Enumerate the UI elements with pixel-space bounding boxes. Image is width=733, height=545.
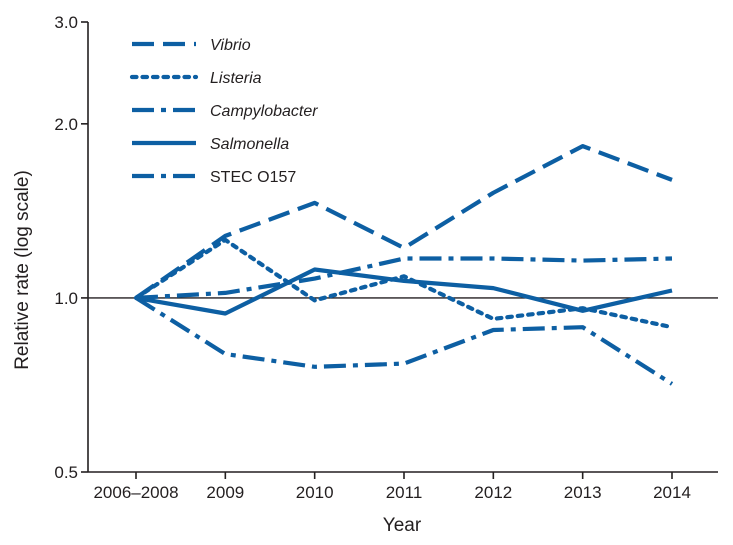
x-tick-label: 2013	[564, 483, 602, 502]
x-tick-label: 2006–2008	[93, 483, 178, 502]
legend-label-salmonella: Salmonella	[210, 136, 289, 153]
x-axis-title: Year	[383, 515, 422, 536]
x-tick-label: 2011	[386, 483, 423, 502]
y-tick-label: 0.5	[54, 463, 78, 482]
legend-label-vibrio: Vibrio	[210, 37, 251, 54]
x-tick-label: 2014	[653, 483, 691, 502]
y-tick-label: 3.0	[54, 13, 78, 32]
y-tick-label: 1.0	[54, 289, 78, 308]
x-tick-label: 2010	[296, 483, 334, 502]
series-line-salmonella	[135, 267, 673, 316]
series-line-stec-o157	[134, 296, 674, 386]
y-tick-label: 2.0	[54, 115, 78, 134]
legend-label-campylobacter: Campylobacter	[210, 103, 318, 120]
legend-label-listeria: Listeria	[210, 70, 262, 87]
series-line-campylobacter	[135, 256, 673, 300]
x-tick-label: 2012	[474, 483, 512, 502]
y-axis-title: Relative rate (log scale)	[12, 170, 33, 370]
legend-label-stec-o157: STEC O157	[210, 169, 296, 186]
series-line-vibrio	[134, 144, 673, 300]
series-line-listeria	[133, 237, 675, 330]
x-tick-label: 2009	[206, 483, 244, 502]
